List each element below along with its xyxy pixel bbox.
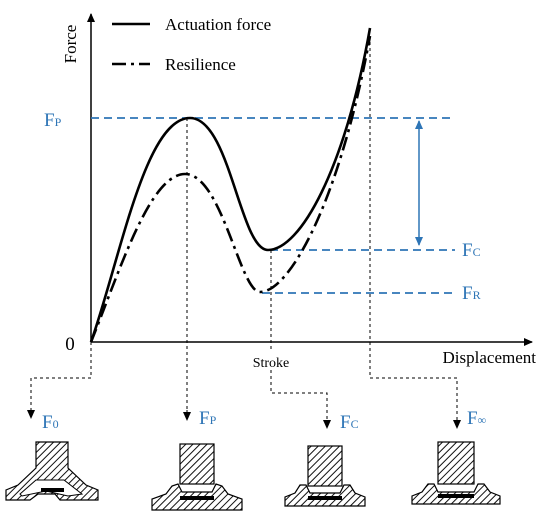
- dome-stage-f0-drawing: [5, 441, 99, 501]
- dome-stage-finf-drawing: [411, 441, 501, 505]
- legend-actuation-label: Actuation force: [165, 15, 271, 34]
- x-axis-label: Displacement: [443, 348, 537, 367]
- fp-level-label: FP: [44, 110, 62, 131]
- connector-finf: [370, 377, 461, 429]
- stage-label-finf: F∞: [467, 408, 486, 429]
- stroke-label: Stroke: [253, 356, 290, 371]
- connector-fc: [270, 370, 331, 429]
- fc-level-label: FC: [462, 240, 481, 261]
- fr-level-label: FR: [462, 283, 481, 304]
- stage-label-f0: F0: [42, 412, 59, 433]
- stage-label-fc: FC: [340, 412, 359, 433]
- origin-label: 0: [65, 334, 75, 355]
- connector-f0: [27, 342, 92, 419]
- actuation-force-curve: [89, 27, 372, 343]
- legend-resilience-label: Resilience: [165, 55, 236, 74]
- y-axis-label: Force: [61, 25, 80, 64]
- dome-stage-fc-drawing: [284, 445, 366, 507]
- resilience-curve: [89, 35, 372, 343]
- stage-label-fp: FP: [199, 408, 217, 429]
- dome-stage-fp-drawing: [151, 443, 243, 511]
